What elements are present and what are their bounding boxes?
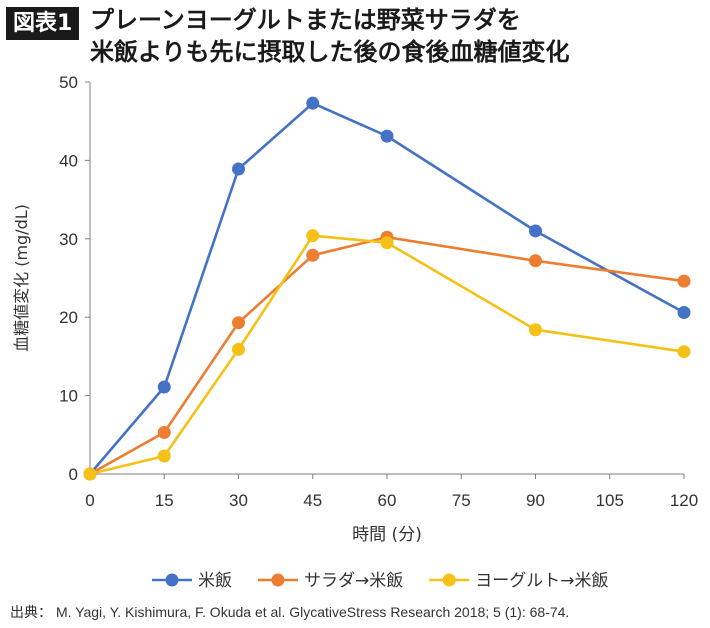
line-chart: 0 10 20 30 40 50 0 15 30 45 60 75 90 105 120 時間 (分) 血糖値変… <box>0 66 710 596</box>
legend-marker-0 <box>165 573 179 587</box>
y-tick-label-50: 50 <box>59 73 78 92</box>
y-axis-title: 血糖値変化 (mg/dL) <box>12 204 31 352</box>
x-tick-label-60: 60 <box>378 491 397 510</box>
y-tick-label-30: 30 <box>59 230 78 249</box>
legend-label-0: 米飯 <box>198 571 232 591</box>
source-text: M. Yagi, Y. Kishimura, F. Okuda et al. G… <box>56 604 570 620</box>
data-point-s2-x90 <box>529 323 542 337</box>
x-tick-label-120: 120 <box>670 491 698 510</box>
legend-label-2: ヨーグルト→米飯 <box>475 571 608 591</box>
figure-title: プレーンヨーグルトまたは野菜サラダを 米飯よりも先に摂取した後の食後血糖値変化 <box>90 4 570 68</box>
x-tick-label-30: 30 <box>229 491 248 510</box>
figure-title-line-1: プレーンヨーグルトまたは野菜サラダを <box>90 6 521 34</box>
y-tick-label-0: 0 <box>69 465 78 484</box>
data-point-s1-x30 <box>232 316 245 330</box>
data-point-s2-x30 <box>232 342 245 356</box>
x-tick-label-90: 90 <box>526 491 545 510</box>
source-label: 出典： <box>10 604 52 620</box>
x-tick-label-0: 0 <box>85 491 94 510</box>
data-point-s1-x45 <box>306 248 320 262</box>
data-point-s0-x90 <box>529 224 542 238</box>
data-point-s1-x15 <box>157 425 171 439</box>
x-tick-label-15: 15 <box>155 491 174 510</box>
data-point-s2-x15 <box>157 449 171 463</box>
figure-header: 図表1 プレーンヨーグルトまたは野菜サラダを 米飯よりも先に摂取した後の食後血糖… <box>6 4 704 68</box>
figure-title-line-2: 米飯よりも先に摂取した後の食後血糖値変化 <box>90 38 570 66</box>
chart-svg: 0 10 20 30 40 50 0 15 30 45 60 75 90 105 120 時間 (分) 血糖値変… <box>12 73 698 591</box>
data-point-s1-x120 <box>677 274 691 288</box>
series-line-1 <box>89 235 685 476</box>
figure-badge: 図表1 <box>6 7 80 40</box>
x-tick-label-105: 105 <box>596 491 624 510</box>
data-point-s2-x60 <box>380 236 394 250</box>
x-axis-title: 時間 (分) <box>352 525 422 545</box>
data-point-s2-x120 <box>677 345 691 359</box>
y-tick-label-20: 20 <box>59 308 78 327</box>
series-line-0 <box>89 101 685 475</box>
data-point-s0-x30 <box>232 162 245 176</box>
series-line-2 <box>89 234 685 476</box>
data-point-s2-x0 <box>83 467 97 481</box>
data-point-s0-x15 <box>157 380 171 394</box>
x-tick-label-45: 45 <box>303 491 322 510</box>
x-tick-label-75: 75 <box>452 491 471 510</box>
data-point-s1-x90 <box>529 254 542 268</box>
data-point-s0-x120 <box>677 305 691 319</box>
data-point-s2-x45 <box>306 229 320 243</box>
data-point-s0-x45 <box>306 96 320 110</box>
y-tick-label-40: 40 <box>59 151 78 170</box>
y-tick-label-10: 10 <box>59 387 78 406</box>
legend-label-1: サラダ→米飯 <box>304 571 403 591</box>
data-point-s0-x60 <box>380 129 394 143</box>
source-citation: 出典： M. Yagi, Y. Kishimura, F. Okuda et al… <box>10 602 569 622</box>
legend-marker-1 <box>271 573 285 587</box>
legend-marker-2 <box>442 573 456 587</box>
